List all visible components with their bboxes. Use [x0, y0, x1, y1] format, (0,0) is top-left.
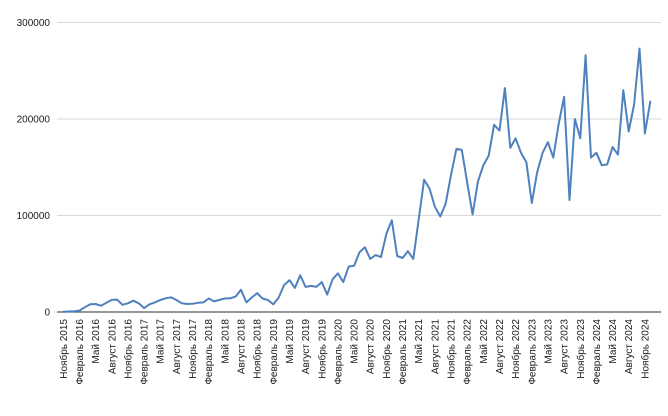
x-axis-label: Февраль 2023: [527, 319, 538, 385]
x-axis-label: Август 2022: [495, 319, 506, 375]
x-axis-label: Ноябрь 2015: [58, 319, 70, 379]
x-axis-label: Ноябрь 2020: [381, 319, 393, 379]
y-axis-label: 300000: [17, 18, 51, 29]
x-axis-label: Февраль 2022: [463, 319, 474, 385]
x-axis-label: Август 2024: [624, 319, 635, 375]
x-axis-label: Ноябрь 2021: [446, 319, 458, 379]
x-axis-label: Февраль 2021: [398, 319, 409, 385]
y-axis-label: 0: [44, 308, 50, 319]
x-axis-label: Ноябрь 2016: [122, 319, 134, 379]
x-axis-label: Ноябрь 2022: [510, 319, 522, 379]
x-axis-label: Февраль 2019: [269, 319, 280, 385]
x-axis-label: Май 2021: [414, 319, 425, 364]
y-axis-label: 100000: [17, 211, 51, 222]
x-axis-label: Август 2019: [301, 319, 312, 375]
x-axis-label: Ноябрь 2023: [575, 319, 587, 379]
x-axis-label: Май 2016: [91, 319, 102, 364]
x-axis-label: Май 2022: [479, 319, 490, 364]
x-axis-label: Август 2021: [430, 319, 441, 375]
x-axis-label: Май 2020: [350, 319, 361, 364]
x-axis-label: Май 2023: [543, 319, 554, 364]
x-axis-label: Май 2019: [285, 319, 296, 364]
data-series-line: [62, 47, 652, 313]
y-axis-label: 200000: [17, 115, 51, 126]
x-axis-label: Август 2017: [172, 319, 183, 375]
x-axis-label: Ноябрь 2019: [316, 319, 328, 379]
x-axis-label: Май 2024: [608, 319, 619, 364]
x-axis-label: Февраль 2016: [75, 319, 86, 385]
x-axis-label: Ноябрь 2018: [252, 319, 264, 379]
x-axis-label: Май 2017: [156, 319, 167, 364]
x-axis-label: Май 2018: [220, 319, 231, 364]
x-axis-label: Февраль 2017: [140, 319, 151, 385]
x-axis-label: Февраль 2020: [333, 319, 344, 385]
x-axis-label: Ноябрь 2017: [187, 319, 199, 379]
x-axis-label: Август 2018: [237, 319, 248, 375]
x-axis-label: Август 2020: [366, 319, 377, 375]
x-axis-label: Февраль 2018: [204, 319, 215, 385]
x-axis-label: Февраль 2024: [592, 319, 603, 385]
x-axis-label: Ноябрь 2024: [639, 319, 651, 379]
x-axis-label: Август 2023: [560, 319, 571, 375]
x-axis-label: Август 2016: [107, 319, 118, 375]
